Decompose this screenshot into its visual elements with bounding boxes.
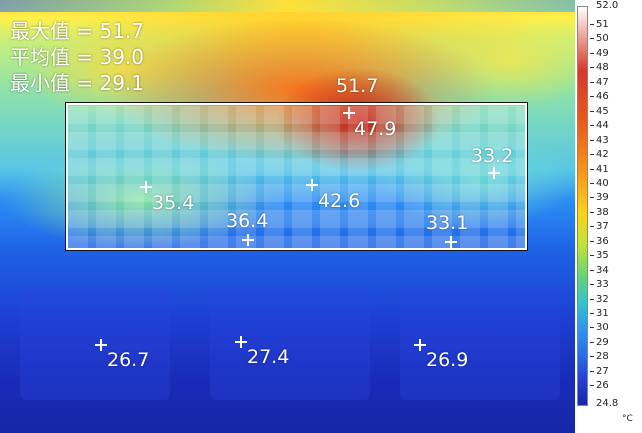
scale-tick-label: 32 bbox=[596, 293, 609, 305]
scale-tick-label: 46 bbox=[596, 91, 609, 103]
keyboard-keys bbox=[68, 106, 528, 250]
marker-keyboard-bottom-right-label: 33.1 bbox=[426, 212, 469, 234]
scale-max-label: 52.0 bbox=[596, 0, 619, 11]
scale-tick-label: 51 bbox=[596, 19, 609, 30]
marker-palmrest-left-label: 26.7 bbox=[107, 349, 150, 371]
scale-tick bbox=[590, 182, 594, 184]
scale-tick-label: 29 bbox=[596, 336, 609, 348]
scale-tick bbox=[590, 24, 594, 25]
stat-min: 最小值 = 29.1 bbox=[10, 71, 145, 95]
scale-tick bbox=[590, 226, 594, 228]
marker-keyboard-bottom-right-crosshair bbox=[445, 236, 457, 248]
scale-tick-label: 40 bbox=[596, 177, 609, 189]
scale-tick-label: 47 bbox=[596, 76, 609, 88]
scale-tick bbox=[590, 240, 594, 242]
scale-tick bbox=[590, 81, 594, 83]
scale-tick-label: 26 bbox=[596, 380, 609, 392]
scale-tick-label: 48 bbox=[596, 62, 609, 74]
scale-tick-label: 50 bbox=[596, 33, 609, 45]
marker-keyboard-right-upper-label: 47.9 bbox=[354, 118, 397, 140]
marker-hotspot-label: 51.7 bbox=[336, 75, 379, 97]
scale-tick bbox=[590, 370, 594, 372]
scale-tick bbox=[590, 67, 594, 69]
touchpad-zone bbox=[210, 290, 370, 400]
scale-tick bbox=[590, 327, 594, 329]
scale-tick-label: 34 bbox=[596, 264, 609, 276]
marker-palmrest-right-crosshair bbox=[414, 339, 426, 351]
scale-tick bbox=[590, 255, 594, 257]
marker-palmrest-center-label: 27.4 bbox=[247, 346, 290, 368]
temperature-color-scale bbox=[577, 6, 588, 406]
scale-tick bbox=[590, 52, 594, 54]
scale-tick bbox=[590, 197, 594, 199]
scale-tick bbox=[590, 356, 594, 358]
scale-tick bbox=[590, 341, 594, 343]
thermal-image bbox=[0, 0, 575, 433]
marker-keyboard-bottom-left-label: 36.4 bbox=[226, 210, 269, 232]
scale-tick-label: 43 bbox=[596, 134, 609, 146]
marker-keyboard-bottom-left-crosshair bbox=[242, 234, 254, 246]
marker-keyboard-left-label: 35.4 bbox=[152, 192, 195, 214]
scale-tick bbox=[590, 110, 594, 112]
scale-tick-label: 27 bbox=[596, 365, 609, 377]
scale-tick bbox=[590, 96, 594, 98]
marker-palmrest-center-crosshair bbox=[235, 336, 247, 348]
scale-tick-label: 37 bbox=[596, 221, 609, 233]
scale-tick-label: 41 bbox=[596, 163, 609, 175]
marker-keyboard-center-label: 42.6 bbox=[318, 190, 361, 212]
scale-tick-label: 28 bbox=[596, 351, 609, 363]
marker-keyboard-center-crosshair bbox=[306, 179, 318, 191]
scale-tick bbox=[590, 284, 594, 286]
stat-max: 最大值 = 51.7 bbox=[10, 19, 145, 43]
marker-palmrest-right-label: 26.9 bbox=[426, 349, 469, 371]
scale-min-label: 24.8 bbox=[596, 398, 619, 409]
scale-tick bbox=[590, 385, 594, 387]
scale-tick-label: 30 bbox=[596, 322, 609, 334]
scale-unit: °C bbox=[622, 414, 633, 424]
scale-tick bbox=[590, 154, 594, 156]
scale-tick bbox=[590, 269, 594, 271]
scale-tick-label: 44 bbox=[596, 120, 609, 132]
scale-tick bbox=[590, 211, 594, 213]
scale-tick bbox=[590, 298, 594, 300]
scale-tick-label: 36 bbox=[596, 235, 609, 247]
scale-tick bbox=[590, 313, 594, 314]
scale-tick-label: 35 bbox=[596, 250, 609, 262]
scale-tick-label: 38 bbox=[596, 206, 609, 218]
marker-palmrest-left-crosshair bbox=[95, 339, 107, 351]
marker-hotspot-crosshair bbox=[343, 107, 355, 119]
scale-tick bbox=[590, 38, 594, 40]
scale-tick-label: 33 bbox=[596, 279, 609, 291]
scale-tick-label: 45 bbox=[596, 105, 609, 117]
scale-tick-label: 42 bbox=[596, 149, 609, 161]
marker-keyboard-right-edge-crosshair bbox=[488, 167, 500, 179]
marker-keyboard-right-edge-label: 33.2 bbox=[471, 145, 514, 167]
scale-tick-label: 39 bbox=[596, 192, 609, 204]
lid-hinge-area bbox=[0, 0, 575, 12]
scale-tick-label: 31 bbox=[596, 308, 609, 319]
palmrest-right-zone bbox=[400, 290, 560, 400]
marker-keyboard-left-crosshair bbox=[140, 181, 152, 193]
stat-avg: 平均值 = 39.0 bbox=[10, 45, 145, 69]
region-of-interest-box bbox=[65, 102, 528, 251]
scale-tick-label: 49 bbox=[596, 47, 609, 59]
scale-tick bbox=[590, 139, 594, 141]
scale-tick bbox=[590, 168, 594, 170]
scale-tick bbox=[590, 125, 594, 127]
